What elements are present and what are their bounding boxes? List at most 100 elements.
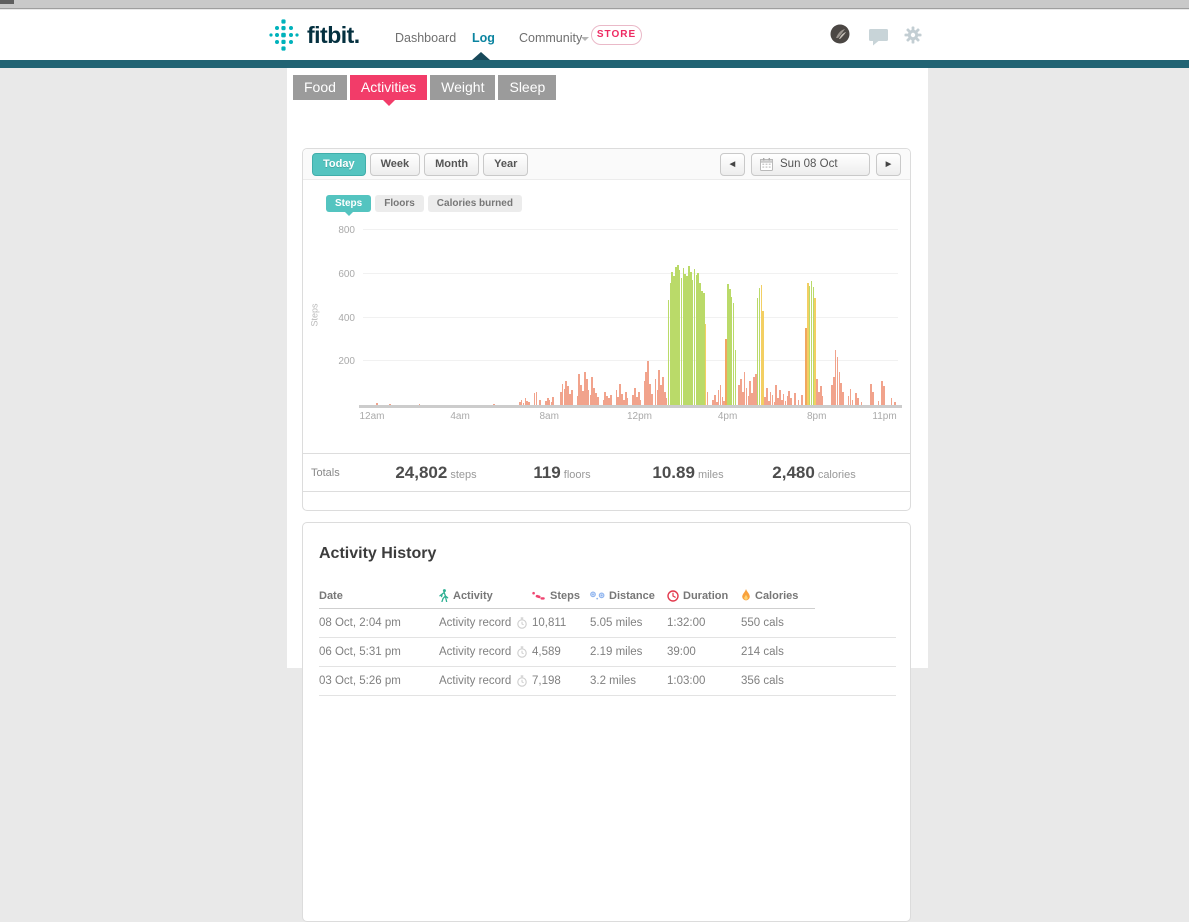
- chart-bar[interactable]: [855, 392, 857, 405]
- chart-bar[interactable]: [660, 385, 662, 405]
- header-steps[interactable]: Steps: [532, 589, 590, 602]
- chart-bar[interactable]: [870, 384, 872, 405]
- nav-dashboard[interactable]: Dashboard: [395, 31, 457, 45]
- chart-bar[interactable]: [563, 388, 566, 405]
- chart-bar[interactable]: [758, 287, 761, 405]
- chart-bar[interactable]: [816, 378, 818, 405]
- chart-bar[interactable]: [881, 380, 883, 405]
- chart-bar[interactable]: [712, 399, 714, 405]
- chart-bar[interactable]: [665, 398, 668, 405]
- activity-history-row[interactable]: 03 Oct, 5:26 pm Activity record 7,198 3.…: [319, 667, 896, 696]
- header-calories[interactable]: Calories: [741, 589, 815, 602]
- chart-bar[interactable]: [812, 286, 815, 405]
- chart-bar[interactable]: [840, 383, 842, 405]
- chart-bar[interactable]: [654, 378, 657, 405]
- chart-bar[interactable]: [589, 395, 592, 405]
- chart-bar[interactable]: [550, 401, 553, 405]
- chart-bar[interactable]: [691, 280, 694, 405]
- chart-bar[interactable]: [782, 394, 785, 405]
- chart-bar[interactable]: [719, 385, 722, 405]
- chart-bar[interactable]: [615, 389, 618, 405]
- chart-bar[interactable]: [741, 391, 744, 405]
- chart-bar[interactable]: [658, 370, 660, 405]
- chart-bar[interactable]: [704, 324, 707, 405]
- period-month-button[interactable]: Month: [424, 152, 480, 176]
- chart-bar[interactable]: [606, 396, 608, 405]
- chart-bar[interactable]: [623, 399, 625, 405]
- chart-bar[interactable]: [535, 391, 538, 405]
- chart-bar[interactable]: [545, 401, 547, 405]
- chart-bar[interactable]: [684, 273, 686, 405]
- chart-bar[interactable]: [682, 268, 685, 405]
- chart-bar[interactable]: [649, 384, 651, 405]
- header-duration[interactable]: Duration: [667, 589, 741, 602]
- chart-bar[interactable]: [810, 281, 813, 405]
- chart-bar[interactable]: [593, 387, 595, 405]
- date-picker-button[interactable]: Sun 08 Oct: [751, 153, 870, 176]
- chart-bar[interactable]: [639, 399, 642, 405]
- chart-bar[interactable]: [524, 398, 527, 405]
- nav-community[interactable]: Community: [519, 31, 583, 45]
- chart-bar[interactable]: [610, 395, 612, 405]
- chart-bar[interactable]: [569, 394, 571, 405]
- chart-bar[interactable]: [699, 282, 701, 405]
- metric-calories-tab[interactable]: Calories burned: [427, 195, 522, 212]
- chart-bar[interactable]: [671, 271, 673, 405]
- chart-bar[interactable]: [559, 391, 562, 405]
- chart-bar[interactable]: [585, 378, 588, 405]
- chart-bar[interactable]: [753, 376, 755, 405]
- nav-log[interactable]: Log: [472, 31, 495, 45]
- chart-bar[interactable]: [546, 398, 549, 405]
- chart-bar[interactable]: [738, 385, 740, 405]
- chart-bar[interactable]: [793, 392, 796, 405]
- chart-bar[interactable]: [773, 401, 776, 405]
- chart-bar[interactable]: [894, 401, 896, 405]
- chart-bar[interactable]: [747, 396, 750, 405]
- chart-bar[interactable]: [797, 400, 800, 405]
- chart-bar[interactable]: [376, 403, 378, 405]
- chart-bar[interactable]: [533, 392, 536, 405]
- tab-sleep[interactable]: Sleep: [498, 75, 557, 100]
- chart-bar[interactable]: [693, 269, 696, 405]
- chart-bar[interactable]: [832, 376, 835, 405]
- chart-bar[interactable]: [801, 394, 803, 405]
- chart-bar[interactable]: [743, 372, 746, 405]
- chart-bar[interactable]: [520, 399, 523, 405]
- chart-bar[interactable]: [838, 372, 841, 405]
- metric-steps-tab[interactable]: Steps: [326, 195, 372, 216]
- chart-bar[interactable]: [831, 385, 833, 405]
- chart-bar[interactable]: [528, 402, 530, 405]
- chart-bar[interactable]: [890, 398, 893, 405]
- chart-bar[interactable]: [645, 372, 647, 405]
- chart-bar[interactable]: [522, 402, 525, 405]
- chart-bar[interactable]: [578, 374, 581, 405]
- chart-bar[interactable]: [814, 297, 816, 405]
- chart-bar[interactable]: [715, 401, 718, 405]
- chart-bar[interactable]: [576, 396, 579, 405]
- chart-bar[interactable]: [636, 397, 638, 405]
- chart-bar[interactable]: [762, 310, 764, 405]
- chart-bar[interactable]: [883, 386, 885, 405]
- user-avatar[interactable]: [830, 24, 850, 44]
- chart-bar[interactable]: [552, 397, 555, 405]
- chart-bar[interactable]: [756, 297, 759, 405]
- chart-bar[interactable]: [634, 387, 636, 405]
- chart-bar[interactable]: [597, 397, 599, 405]
- chart-bar[interactable]: [769, 391, 772, 405]
- chart-bar[interactable]: [624, 391, 627, 405]
- fitbit-logo[interactable]: fitbit.: [268, 18, 360, 52]
- chart-bar[interactable]: [673, 275, 675, 405]
- header-activity[interactable]: Activity: [439, 589, 532, 602]
- store-button[interactable]: STORE: [591, 25, 642, 45]
- chart-bar[interactable]: [860, 401, 863, 405]
- chart-bar[interactable]: [847, 396, 850, 405]
- chart-bar[interactable]: [754, 374, 757, 405]
- prev-day-button[interactable]: ◀: [720, 153, 745, 176]
- chart-bar[interactable]: [637, 391, 640, 405]
- chart-bar[interactable]: [786, 396, 789, 405]
- chart-bar[interactable]: [675, 267, 677, 405]
- chart-bar[interactable]: [821, 396, 824, 405]
- tab-activities[interactable]: Activities: [349, 75, 428, 106]
- chart-bar[interactable]: [647, 361, 649, 405]
- chart-bar[interactable]: [632, 395, 634, 405]
